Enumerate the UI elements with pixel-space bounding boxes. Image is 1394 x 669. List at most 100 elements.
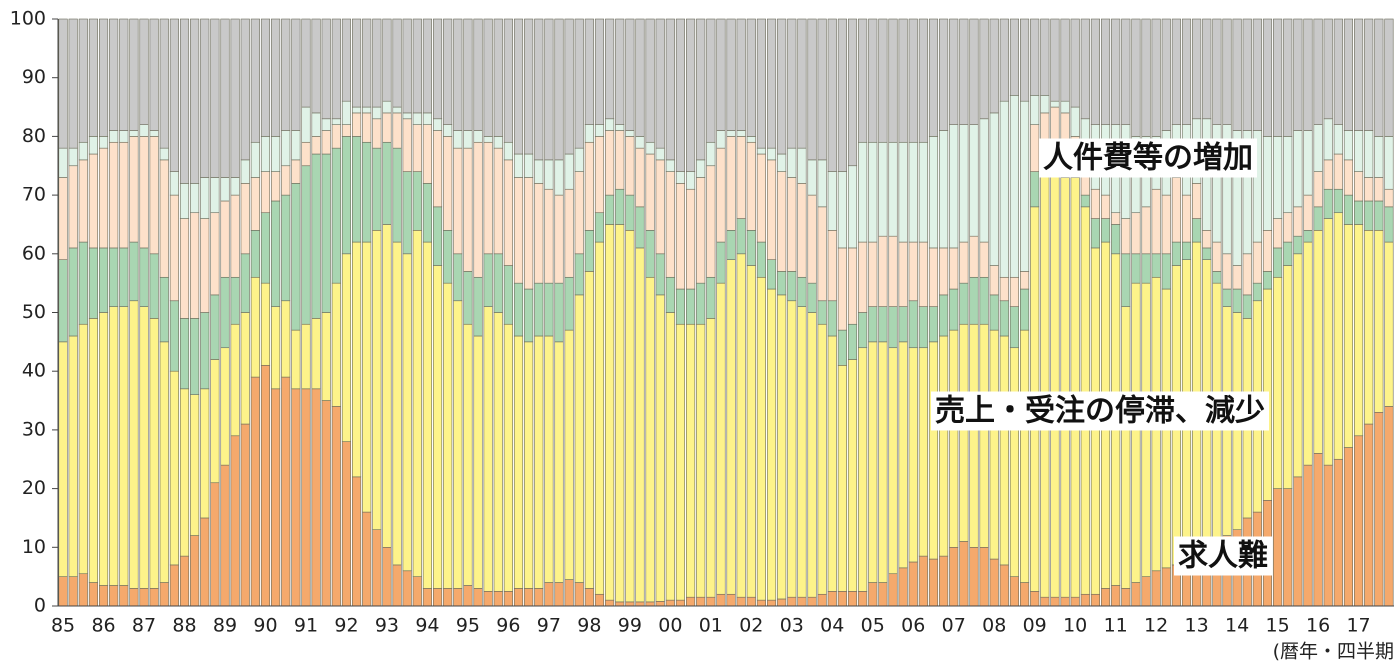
bar-segment [534, 159, 544, 184]
bar-segment [584, 588, 594, 607]
bar-segment [1273, 488, 1283, 607]
bar-segment [807, 312, 817, 598]
bar-segment [463, 585, 473, 607]
bar-segment [797, 306, 807, 598]
bar-segment [1303, 18, 1313, 131]
bar-segment [949, 546, 959, 607]
bar-segment [949, 124, 959, 249]
bar-segment [1040, 18, 1050, 96]
x-tick-label: 89 [213, 615, 237, 637]
bar-segment [483, 18, 493, 137]
bar-segment [574, 582, 584, 607]
bar-segment [453, 147, 463, 255]
bar-segment [1374, 136, 1384, 178]
bar-segment [1323, 118, 1333, 161]
bar-segment [1323, 218, 1333, 466]
bar-segment [513, 177, 524, 284]
bar-segment [584, 141, 594, 231]
bar-segment [331, 147, 341, 284]
bar-segment [483, 141, 493, 255]
bar-segment [129, 588, 139, 607]
bar-segment [868, 306, 878, 343]
bar-segment [817, 323, 827, 595]
bar-segment [1030, 95, 1040, 125]
bar-segment [706, 596, 716, 607]
bar-segment [1293, 235, 1303, 255]
x-tick-label: 94 [415, 615, 439, 637]
bar-segment [969, 546, 979, 607]
bar-segment [584, 230, 594, 272]
bar-segment [766, 18, 777, 149]
bar-segment [1343, 159, 1354, 196]
bar-segment [291, 388, 301, 607]
bar-segment [1252, 241, 1262, 284]
bar-segment [139, 18, 149, 125]
bar-segment [210, 359, 220, 484]
bar-segment [1009, 18, 1020, 96]
bar-segment [716, 241, 726, 284]
bar-segment [1232, 18, 1242, 131]
bar-segment [615, 601, 625, 607]
bar-segment [453, 130, 463, 149]
x-tick-label: 88 [172, 615, 196, 637]
bar-segment [331, 18, 341, 120]
bar-segment [422, 124, 432, 184]
bar-segment [1131, 582, 1141, 607]
x-tick-label: 96 [496, 615, 520, 637]
bar-segment [1354, 130, 1364, 172]
bar-segment [898, 241, 908, 307]
bar-segment [524, 153, 534, 178]
x-tick-label: 03 [780, 615, 804, 637]
bar-segment [260, 365, 271, 607]
bar-segment [463, 271, 473, 325]
bar-segment [949, 247, 959, 290]
bar-segment [625, 601, 635, 607]
bar-segment [716, 147, 726, 243]
x-tick-label: 13 [1185, 615, 1209, 637]
bar-segment [422, 112, 432, 125]
bar-segment [1121, 253, 1131, 307]
bar-segment [706, 141, 716, 167]
bar-segment [1020, 18, 1030, 102]
bar-segment [787, 596, 797, 607]
bar-segment [1354, 200, 1364, 225]
bar-segment [888, 18, 898, 143]
bar-segment [1141, 576, 1151, 607]
bar-segment [1354, 171, 1364, 202]
bar-segment [939, 555, 949, 607]
bar-segment [382, 141, 392, 225]
bar-segment [230, 194, 240, 278]
bar-segment [1171, 177, 1181, 243]
bar-segment [898, 18, 908, 143]
bar-segment [362, 106, 372, 114]
bar-segment [554, 194, 564, 284]
bar-segment [68, 576, 78, 607]
x-tick-label: 87 [132, 615, 156, 637]
bar-segment [594, 212, 605, 243]
bar-segment [908, 347, 918, 563]
bar-segment [584, 271, 594, 589]
x-tick-label: 00 [658, 615, 682, 637]
bar-segment [1313, 230, 1323, 454]
bar-segment [1171, 241, 1181, 266]
bar-segment [88, 318, 98, 583]
bar-segment [453, 18, 463, 131]
bar-segment [1050, 596, 1060, 607]
bar-segment [534, 282, 544, 337]
bar-segment [615, 188, 625, 225]
bar-segment [635, 206, 645, 249]
bar-segment [1313, 206, 1323, 231]
bar-segment [706, 165, 716, 278]
bar-segment [321, 130, 331, 155]
bar-segment [645, 153, 655, 231]
bar-segment [544, 159, 554, 190]
bar-segment [271, 18, 281, 137]
bar-segment [281, 165, 291, 196]
bar-segment [1232, 265, 1242, 290]
bar-segment [625, 194, 635, 231]
bar-segment [736, 18, 746, 131]
bar-segment [1141, 18, 1151, 137]
bar-segment [645, 141, 655, 155]
bar-segment [1323, 188, 1333, 219]
bar-segment [1364, 200, 1374, 231]
